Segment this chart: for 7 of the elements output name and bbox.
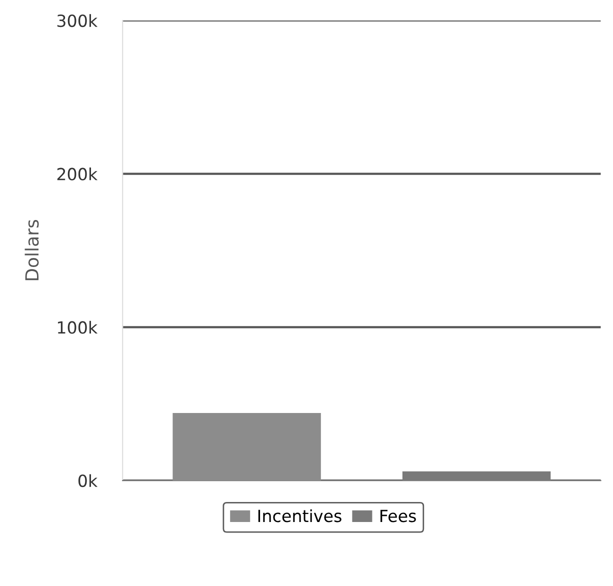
y-axis-title: Dollars — [24, 220, 39, 280]
legend-label: Fees — [380, 510, 416, 522]
y-tick-label: 100k — [58, 320, 98, 334]
y-tick-label: 0k — [78, 474, 98, 488]
y-tick-label: 300k — [57, 14, 98, 28]
y-tick-label: 200k — [57, 168, 98, 180]
legend-label: Incentives — [258, 509, 342, 522]
